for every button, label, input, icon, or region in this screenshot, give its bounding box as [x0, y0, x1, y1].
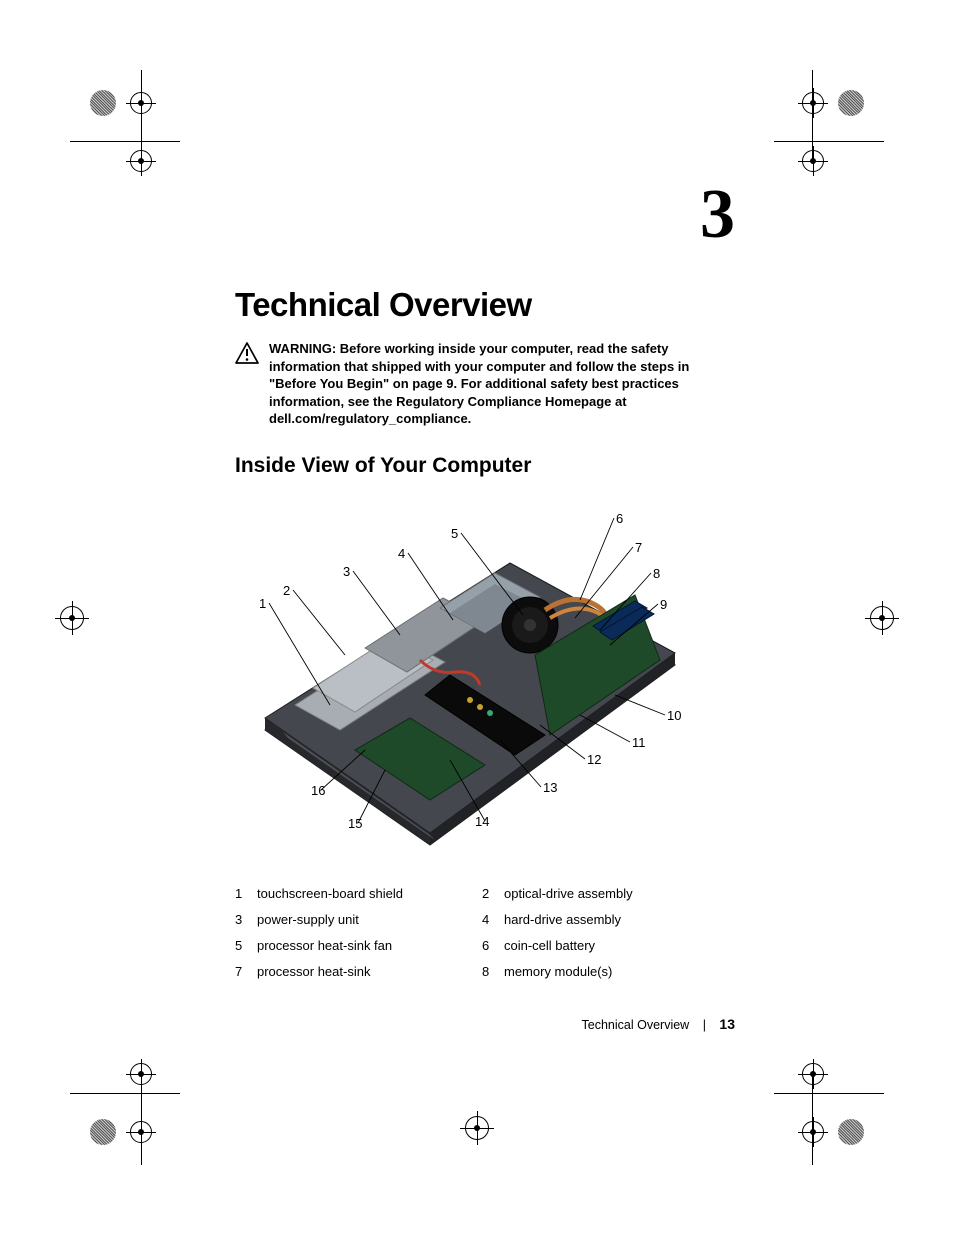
- legend-label: hard-drive assembly: [504, 913, 735, 926]
- legend-label: touchscreen-board shield: [257, 887, 482, 900]
- warning-block: WARNING: Before working inside your comp…: [235, 340, 735, 428]
- callout-label-15: 15: [348, 816, 362, 831]
- legend-label: optical-drive assembly: [504, 887, 735, 900]
- callout-label-8: 8: [653, 566, 660, 581]
- warning-text: WARNING: Before working inside your comp…: [269, 340, 735, 428]
- callout-label-4: 4: [398, 546, 405, 561]
- callout-label-9: 9: [660, 597, 667, 612]
- crop-mark-br: [794, 1075, 864, 1145]
- legend-label: power-supply unit: [257, 913, 482, 926]
- legend-num: 6: [482, 939, 504, 952]
- legend-num: 4: [482, 913, 504, 926]
- chapter-number: 3: [700, 180, 735, 250]
- callout-label-13: 13: [543, 780, 557, 795]
- page-content: 3 Technical Overview WARNING: Before wor…: [235, 180, 735, 991]
- legend-num: 8: [482, 965, 504, 978]
- center-mark-left: [60, 606, 84, 630]
- callout-label-3: 3: [343, 564, 350, 579]
- legend-num: 5: [235, 939, 257, 952]
- legend-table: 1touchscreen-board shield2optical-drive …: [235, 887, 735, 978]
- legend-label: processor heat-sink: [257, 965, 482, 978]
- callout-label-14: 14: [475, 814, 489, 829]
- section-subtitle: Inside View of Your Computer: [235, 454, 735, 478]
- legend-row: 1touchscreen-board shield2optical-drive …: [235, 887, 735, 900]
- footer-section: Technical Overview: [582, 1018, 690, 1032]
- callout-label-10: 10: [667, 708, 681, 723]
- legend-label: memory module(s): [504, 965, 735, 978]
- callout-label-12: 12: [587, 752, 601, 767]
- legend-num: 2: [482, 887, 504, 900]
- crop-mark-tl: [90, 90, 160, 160]
- legend-num: 1: [235, 887, 257, 900]
- callout-label-1: 1: [259, 596, 266, 611]
- legend-row: 5processor heat-sink fan6coin-cell batte…: [235, 939, 735, 952]
- footer-page-number: 13: [719, 1016, 735, 1032]
- crop-mark-bl: [90, 1075, 160, 1145]
- legend-num: 3: [235, 913, 257, 926]
- warning-icon: [235, 342, 259, 428]
- crop-mark-tr: [794, 90, 864, 160]
- callout-label-16: 16: [311, 783, 325, 798]
- footer-separator: |: [703, 1018, 706, 1032]
- legend-row: 3power-supply unit4hard-drive assembly: [235, 913, 735, 926]
- legend-num: 7: [235, 965, 257, 978]
- computer-diagram: 12345678910111213141516: [235, 500, 735, 865]
- callout-label-6: 6: [616, 511, 623, 526]
- legend-label: processor heat-sink fan: [257, 939, 482, 952]
- callout-label-2: 2: [283, 583, 290, 598]
- callout-label-5: 5: [451, 526, 458, 541]
- center-mark-right: [870, 606, 894, 630]
- callout-label-7: 7: [635, 540, 642, 555]
- legend-label: coin-cell battery: [504, 939, 735, 952]
- warning-label: WARNING:: [269, 341, 336, 356]
- legend-row: 7processor heat-sink8memory module(s): [235, 965, 735, 978]
- center-mark-bottom: [465, 1116, 489, 1140]
- page-footer: Technical Overview | 13: [235, 1016, 735, 1032]
- page-title: Technical Overview: [235, 286, 735, 324]
- callout-label-11: 11: [632, 735, 646, 750]
